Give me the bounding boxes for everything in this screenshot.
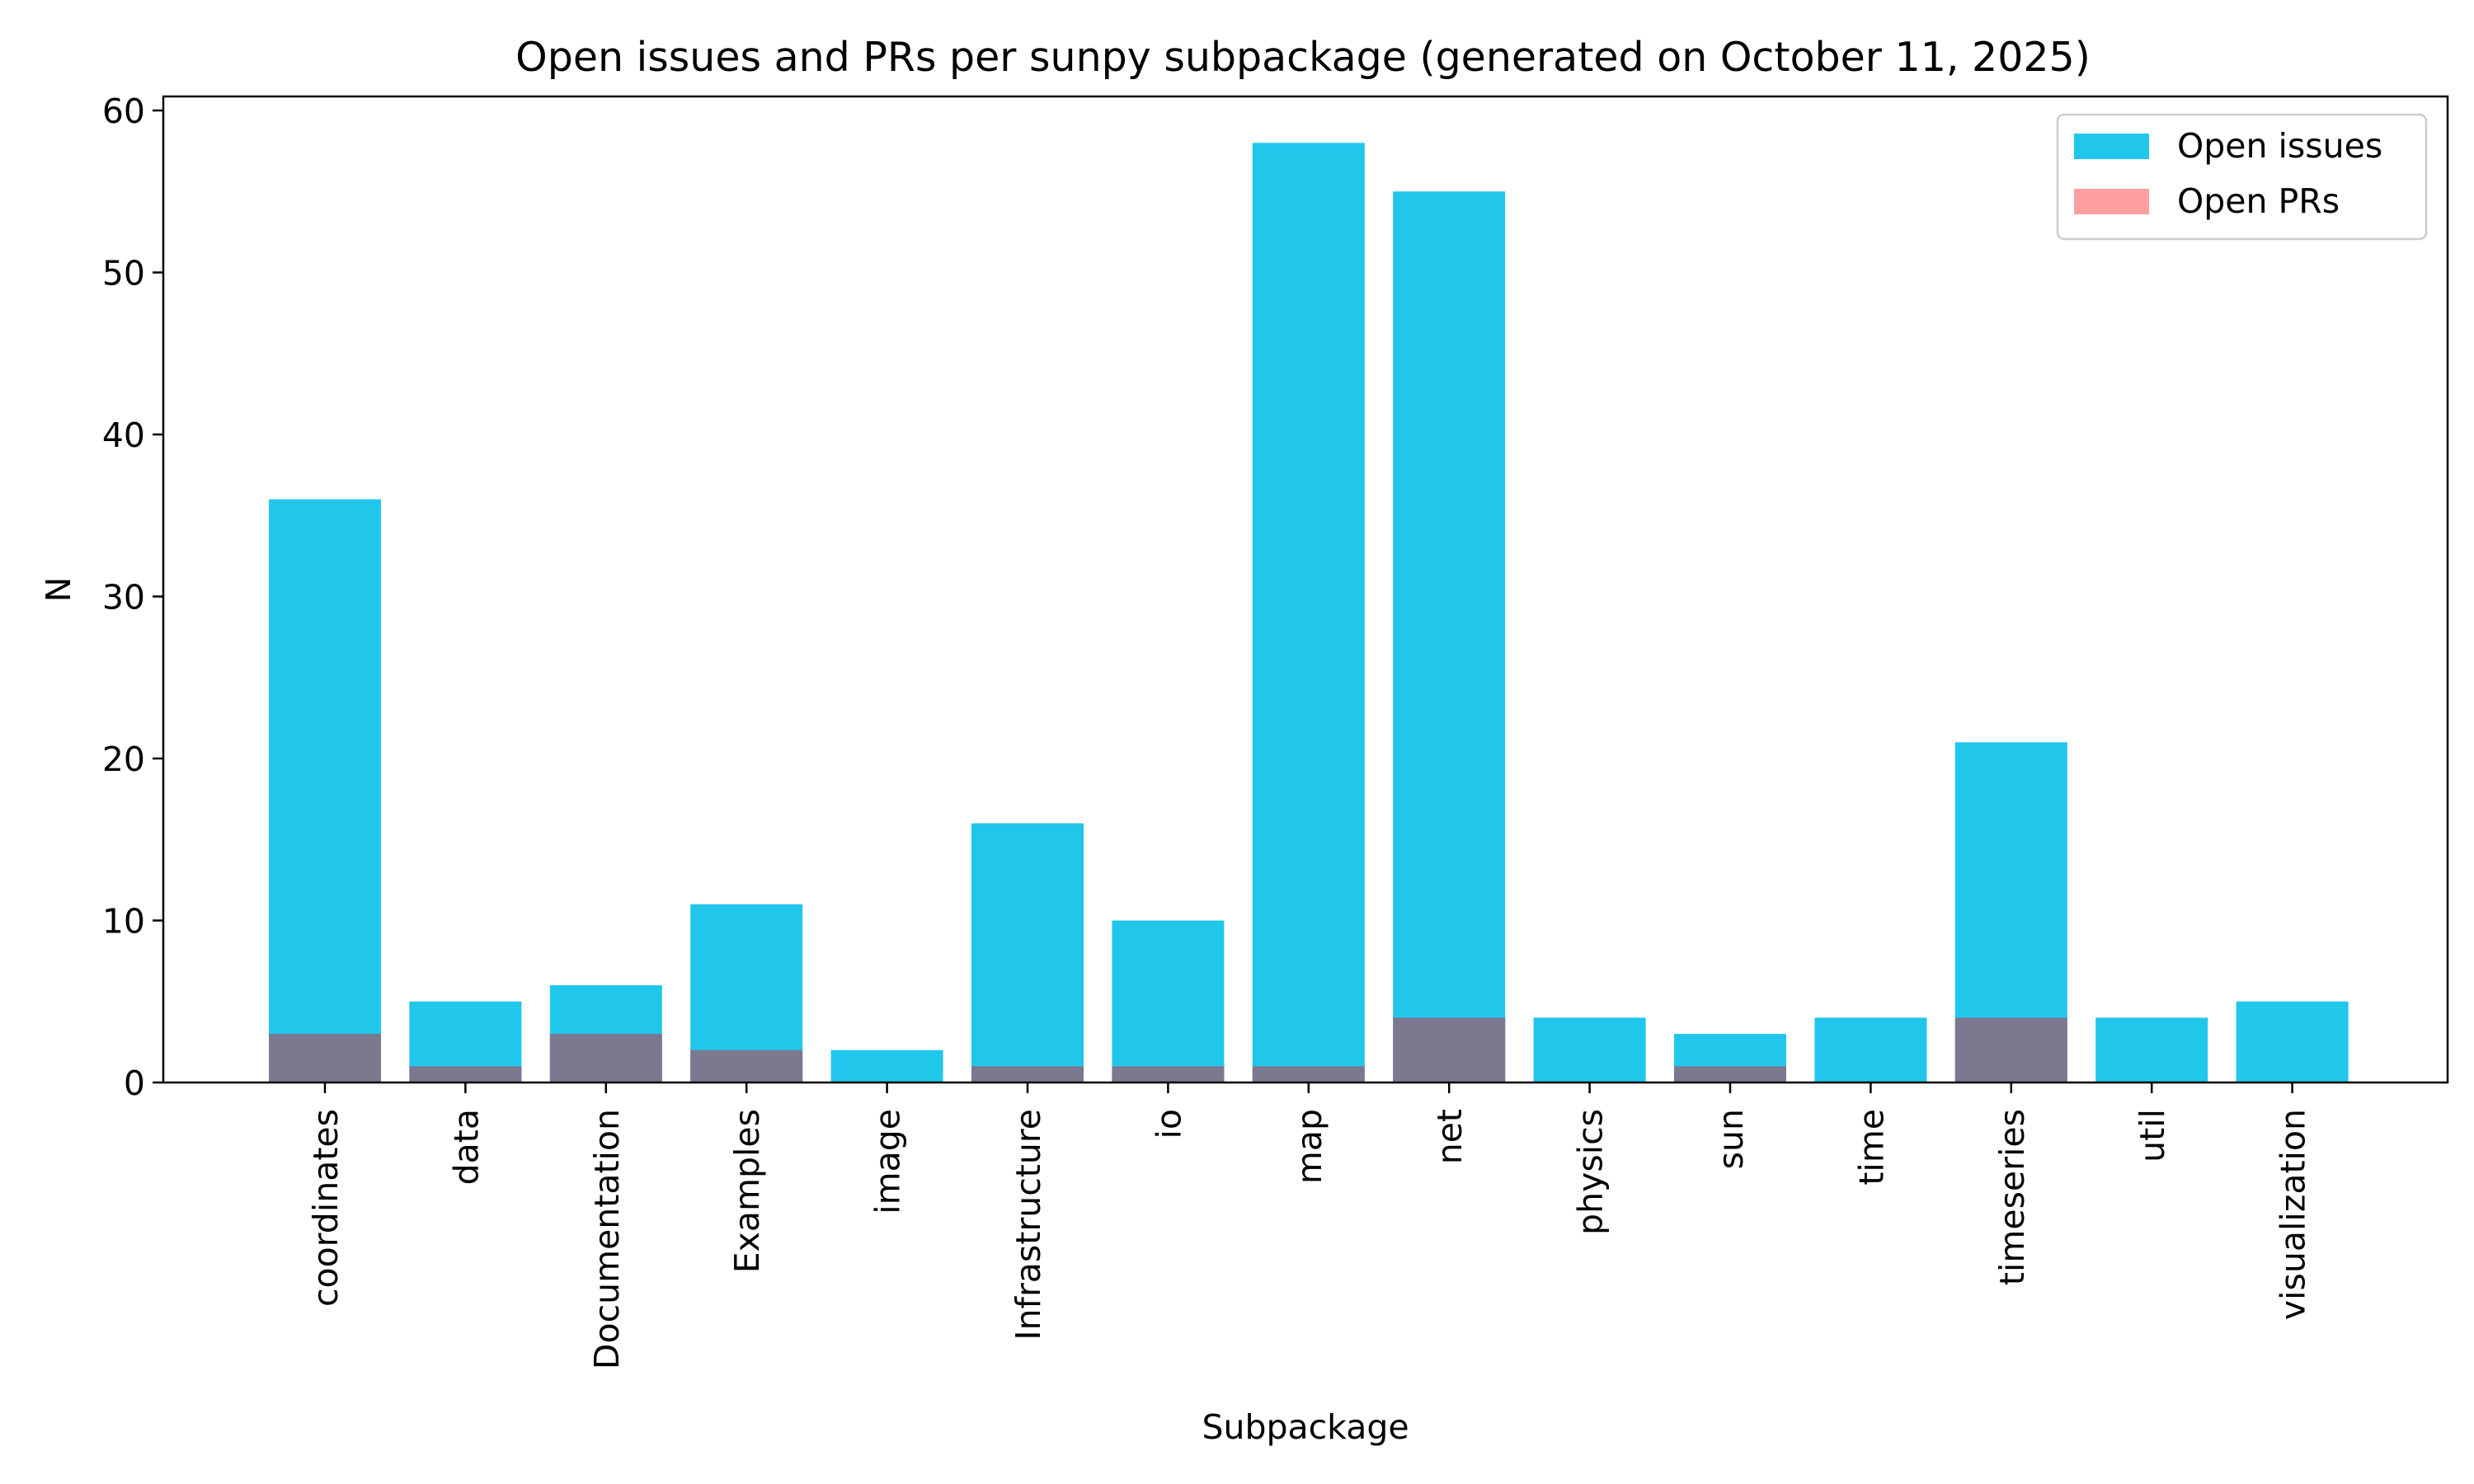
x-tick-label-io: io bbox=[1149, 1109, 1188, 1139]
bar-open-prs-io bbox=[1112, 1066, 1225, 1082]
x-tick-label-timeseries: timeseries bbox=[1992, 1109, 2032, 1285]
bar-open-prs-infrastructure bbox=[971, 1066, 1084, 1082]
bar-open-issues-net bbox=[1393, 191, 1506, 1082]
bar-open-issues-visualization bbox=[2236, 1001, 2349, 1082]
bar-open-prs-data bbox=[409, 1066, 522, 1082]
bar-open-prs-documentation bbox=[549, 1034, 662, 1082]
bar-open-issues-util bbox=[2095, 1017, 2208, 1082]
y-tick-label: 0 bbox=[124, 1064, 145, 1103]
x-tick-label-coordinates: coordinates bbox=[306, 1109, 346, 1307]
legend-label-open-issues: Open issues bbox=[2177, 126, 2382, 166]
bar-open-issues-io bbox=[1112, 920, 1225, 1082]
bar-open-issues-physics bbox=[1533, 1017, 1646, 1082]
legend-frame bbox=[2056, 113, 2428, 241]
x-tick-label-map: map bbox=[1290, 1109, 1329, 1184]
legend-label-open-prs: Open PRs bbox=[2177, 181, 2340, 221]
y-tick-label: 30 bbox=[102, 578, 145, 618]
x-tick-label-net: net bbox=[1430, 1109, 1470, 1164]
bar-open-prs-examples bbox=[690, 1050, 803, 1082]
bar-open-issues-coordinates bbox=[269, 499, 381, 1082]
x-tick-label-physics: physics bbox=[1571, 1109, 1611, 1235]
x-tick-label-util: util bbox=[2133, 1109, 2172, 1162]
y-axis-label: N bbox=[39, 577, 78, 603]
bar-open-prs-sun bbox=[1674, 1066, 1786, 1082]
bar-open-prs-coordinates bbox=[269, 1034, 381, 1082]
legend-swatch-open-prs bbox=[2074, 189, 2149, 214]
bar-open-prs-timeseries bbox=[1954, 1017, 2067, 1082]
bars-group bbox=[269, 143, 2349, 1082]
bar-open-issues-infrastructure bbox=[971, 823, 1084, 1082]
bar-open-prs-net bbox=[1393, 1017, 1506, 1082]
y-tick-label: 50 bbox=[102, 254, 145, 294]
x-tick-label-documentation: Documentation bbox=[587, 1109, 627, 1369]
bar-open-prs-map bbox=[1252, 1066, 1365, 1082]
y-tick-label: 40 bbox=[102, 416, 145, 455]
legend-swatch-open-issues bbox=[2074, 134, 2149, 159]
x-axis-label: Subpackage bbox=[1202, 1407, 1409, 1447]
x-tick-label-data: data bbox=[446, 1109, 486, 1185]
y-axis-ticks: 0 10 20 30 40 50 60 bbox=[102, 92, 163, 1103]
plot-frame bbox=[162, 95, 2449, 1084]
y-tick-label: 60 bbox=[102, 92, 145, 131]
y-tick-label: 10 bbox=[102, 902, 145, 942]
x-axis-ticks: coordinates data Documentation Examples imag… bbox=[306, 1082, 2313, 1369]
bar-open-issues-image bbox=[830, 1050, 943, 1082]
x-tick-label-infrastructure: Infrastructure bbox=[1009, 1109, 1048, 1341]
chart-title: Open issues and PRs per sunpy subpackage… bbox=[515, 34, 2091, 81]
x-tick-label-examples: Examples bbox=[727, 1109, 767, 1273]
bar-open-issues-time bbox=[1814, 1017, 1927, 1082]
x-tick-label-image: image bbox=[868, 1109, 908, 1214]
x-tick-label-visualization: visualization bbox=[2274, 1109, 2313, 1320]
x-tick-label-time: time bbox=[1851, 1109, 1891, 1186]
y-tick-label: 20 bbox=[102, 740, 145, 779]
x-tick-label-sun: sun bbox=[1711, 1109, 1751, 1169]
bar-open-issues-map bbox=[1252, 143, 1365, 1082]
legend: Open issues Open PRs bbox=[2056, 113, 2428, 241]
